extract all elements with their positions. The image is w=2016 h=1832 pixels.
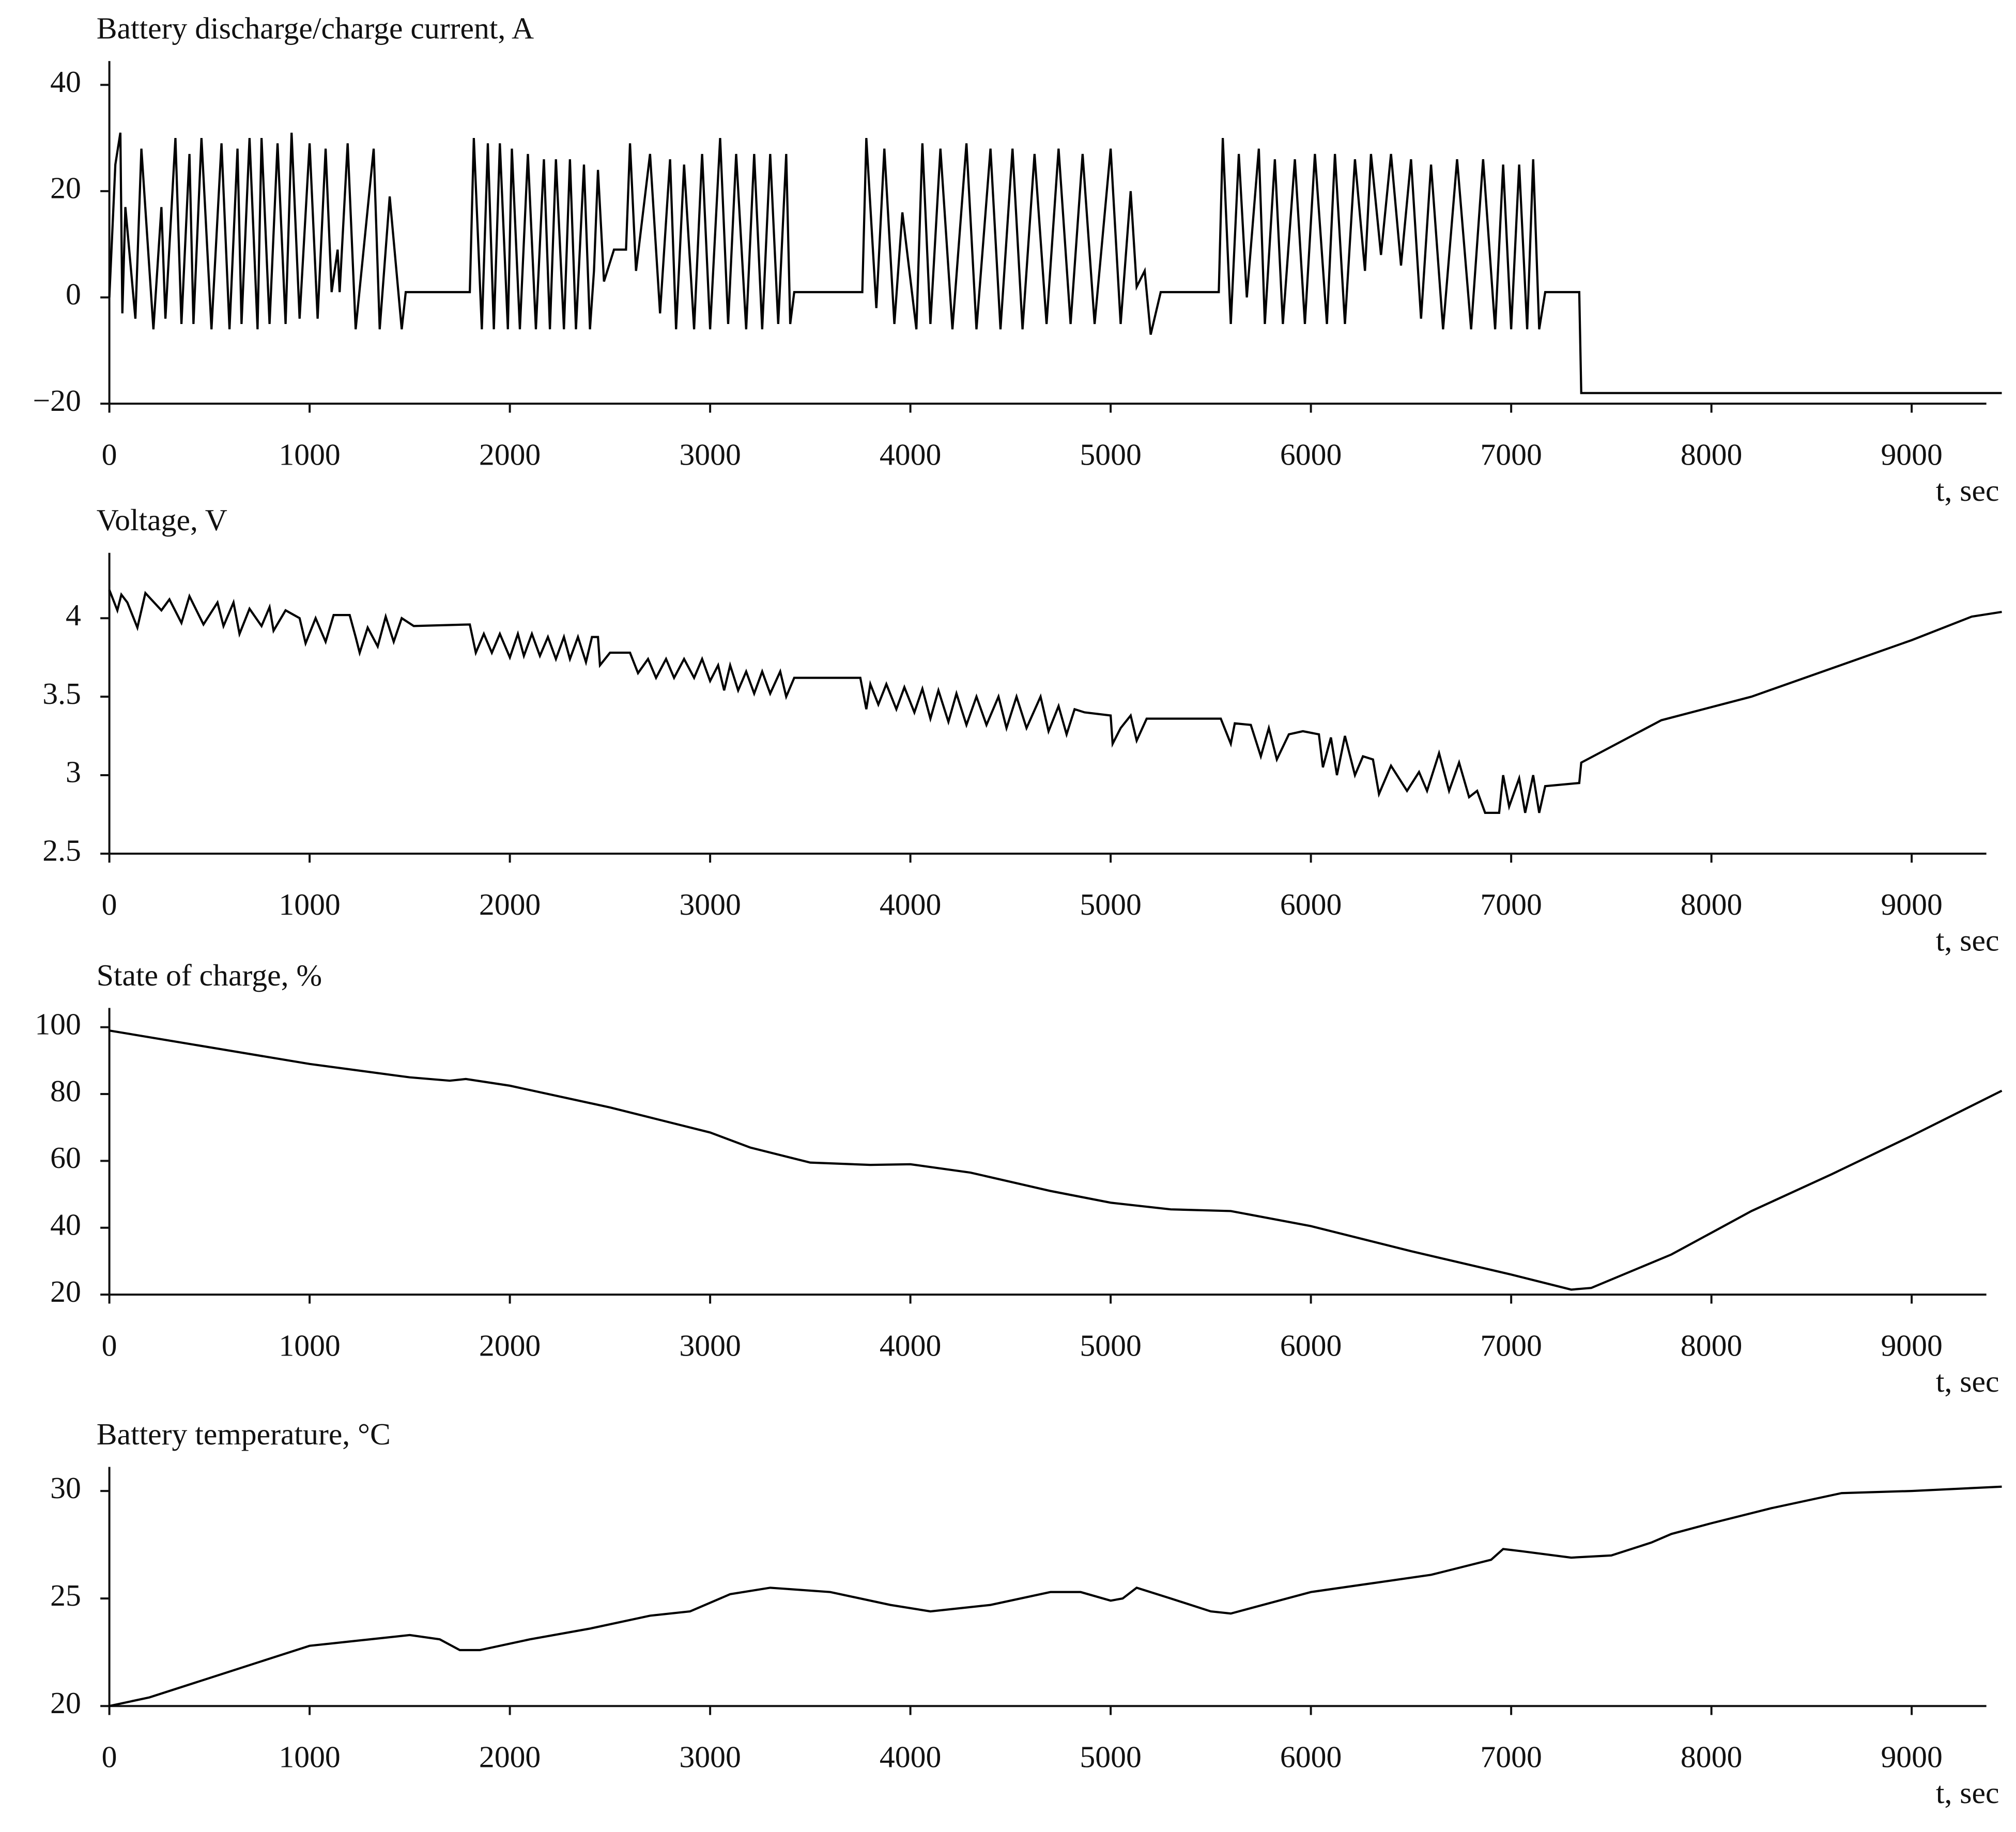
y-tick-label: 0 [66,277,81,311]
x-tick-label: 0 [102,887,117,921]
x-tick-label: 3000 [679,1739,741,1774]
x-tick-label: 9000 [1881,887,1942,921]
y-tick-label: 80 [50,1074,81,1108]
x-tick-label: 2000 [479,437,541,471]
x-tick-label: 7000 [1480,437,1542,471]
x-tick-label: 3000 [679,887,741,921]
x-tick-label: 8000 [1681,437,1742,471]
x-tick-label: 5000 [1080,887,1141,921]
x-tick-label: 5000 [1080,1328,1141,1362]
x-tick-label: 1000 [279,887,340,921]
data-line [108,132,2002,394]
y-tick-label: 25 [50,1578,81,1612]
x-tick-label: 6000 [1280,887,1342,921]
x-tick-label: 0 [102,1739,117,1774]
x-tick-label: 8000 [1681,887,1742,921]
x-tick-label: 8000 [1681,1739,1742,1774]
x-tick-label: 7000 [1480,1739,1542,1774]
chart-title: Battery discharge/charge current, A [97,11,534,45]
x-tick-label: 3000 [679,1328,741,1362]
chart-title: Battery temperature, °C [97,1417,391,1451]
y-tick-label: 2.5 [42,834,81,868]
x-tick-label: 7000 [1480,1328,1542,1362]
x-tick-label: 5000 [1080,437,1141,471]
y-tick-label: 20 [50,1686,81,1720]
y-tick-label: −20 [33,383,81,418]
x-tick-label: 9000 [1881,1328,1942,1362]
x-tick-label: 5000 [1080,1739,1141,1774]
y-tick-label: 100 [35,1007,81,1041]
x-tick-label: 2000 [479,1739,541,1774]
x-axis-label: t, sec [1936,473,1999,507]
x-tick-label: 0 [102,437,117,471]
x-tick-label: 6000 [1280,1739,1342,1774]
x-tick-label: 8000 [1681,1328,1742,1362]
y-tick-label: 20 [50,171,81,205]
x-axis-label: t, sec [1936,1776,1999,1810]
x-tick-label: 7000 [1480,887,1542,921]
x-tick-label: 4000 [880,1739,941,1774]
y-tick-label: 4 [66,598,81,632]
x-tick-label: 4000 [880,437,941,471]
x-tick-label: 4000 [880,1328,941,1362]
chart-title: Voltage, V [97,503,227,537]
x-tick-label: 6000 [1280,1328,1342,1362]
x-axis-label: t, sec [1936,1364,1999,1398]
x-tick-label: 0 [102,1328,117,1362]
data-line [108,589,2002,814]
x-tick-label: 9000 [1881,1739,1942,1774]
x-tick-label: 2000 [479,1328,541,1362]
data-line [109,1029,2003,1291]
y-tick-label: 3 [66,755,81,789]
chart-title: State of charge, % [97,958,322,992]
y-tick-label: 40 [50,1207,81,1241]
x-tick-label: 9000 [1881,437,1942,471]
x-tick-label: 2000 [479,887,541,921]
y-tick-label: 20 [50,1274,81,1308]
x-tick-label: 3000 [679,437,741,471]
y-tick-label: 30 [50,1471,81,1505]
x-tick-label: 1000 [279,437,340,471]
x-tick-label: 1000 [279,1328,340,1362]
x-tick-label: 6000 [1280,437,1342,471]
y-tick-label: 60 [50,1141,81,1175]
data-line [109,1485,2002,1707]
y-tick-label: 40 [50,65,81,99]
x-tick-label: 1000 [279,1739,340,1774]
x-tick-label: 4000 [880,887,941,921]
y-tick-label: 3.5 [42,676,81,711]
x-axis-label: t, sec [1936,923,1999,958]
